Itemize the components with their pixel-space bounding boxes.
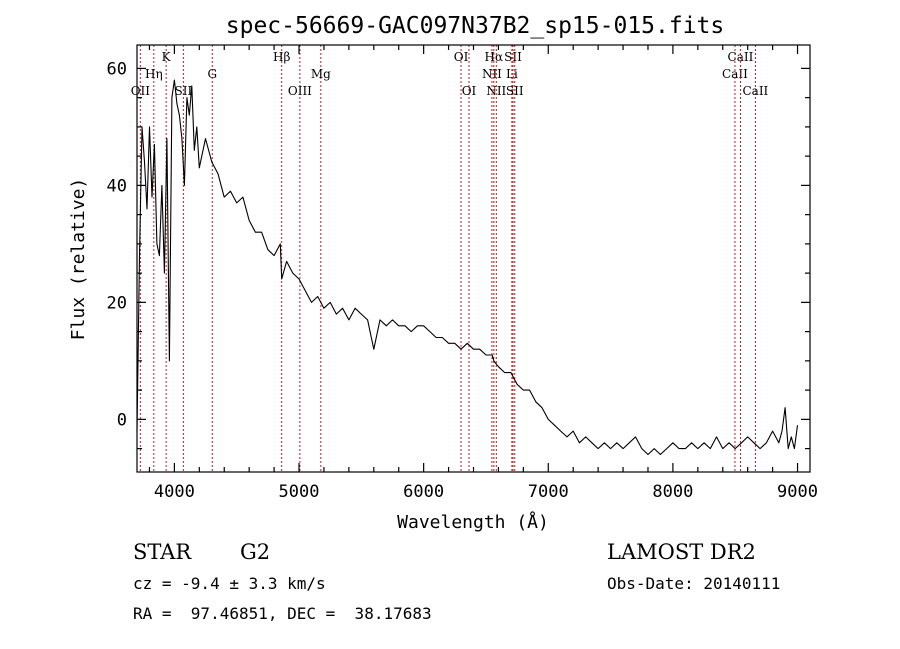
line-marker-label: CaII (722, 67, 748, 81)
y-axis-label: Flux (relative) (68, 178, 89, 341)
y-tick-label: 40 (107, 176, 127, 196)
spectral-subclass: G2 (240, 540, 270, 564)
line-marker-label: SII (506, 84, 524, 98)
line-marker-label: Li (506, 67, 518, 81)
object-class: STAR (133, 540, 192, 564)
line-marker-label: K (162, 50, 172, 64)
line-marker-label: G (207, 67, 217, 81)
line-marker-label: OII (131, 84, 151, 98)
coordinates: RA = 97.46851, DEC = 38.17683 (133, 604, 432, 623)
line-marker-label: NII (486, 84, 506, 98)
y-tick-label: 0 (117, 410, 127, 430)
x-tick-label: 6000 (403, 482, 444, 502)
plot-frame (136, 44, 811, 473)
line-marker-label: OI (454, 50, 469, 64)
chart-title: spec-56669-GAC097N37B2_sp15-015.fits (226, 13, 725, 39)
axis-ticks: 4000 5000 6000 7000 8000 9000 0 20 40 60 (107, 45, 818, 502)
survey-name: LAMOST DR2 (607, 540, 756, 564)
x-axis-label: Wavelength (Å) (397, 511, 549, 533)
line-marker-label: SII (175, 84, 193, 98)
spectrum-line (136, 79, 799, 456)
x-tick-label: 7000 (528, 482, 569, 502)
y-tick-label: 60 (107, 59, 127, 79)
line-marker-label: Mg (311, 67, 331, 81)
line-marker-label: NII (482, 67, 502, 81)
x-tick-label: 4000 (154, 482, 195, 502)
x-tick-label: 5000 (279, 482, 320, 502)
line-marker-label: OI (462, 84, 477, 98)
line-marker-label: SII (504, 50, 522, 64)
line-marker-label: Hη (145, 67, 163, 81)
line-marker-label: CaII (728, 50, 754, 64)
redshift-info: cz = -9.4 ± 3.3 km/s (133, 574, 326, 593)
line-marker-label: Hα (485, 50, 504, 64)
line-marker-label: OIII (288, 84, 312, 98)
line-marker-label: Hβ (273, 50, 290, 64)
x-tick-label: 9000 (777, 482, 818, 502)
line-marker-label: CaII (742, 84, 768, 98)
y-tick-label: 20 (107, 293, 127, 313)
x-tick-label: 8000 (652, 482, 693, 502)
obs-date: Obs-Date: 20140111 (607, 574, 780, 593)
